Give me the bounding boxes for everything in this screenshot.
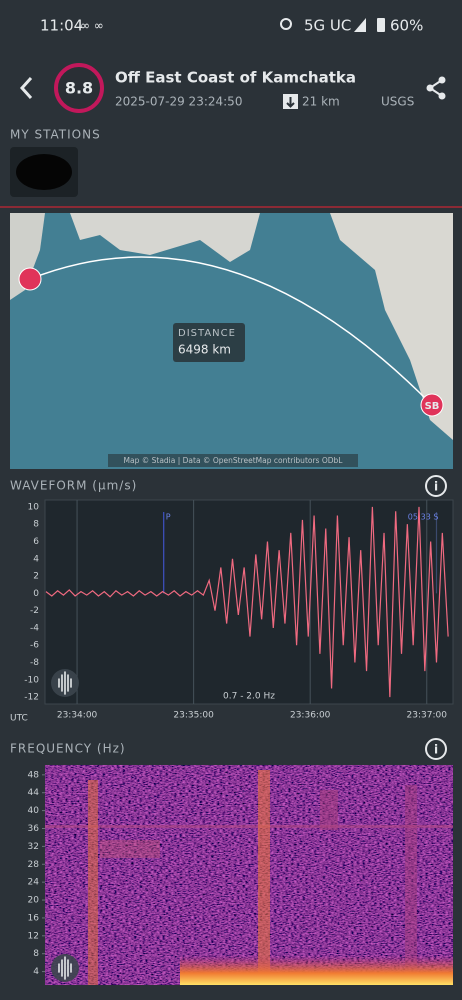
- event-datetime: 2025-07-29 23:24:50: [115, 95, 242, 109]
- signal-icon: [354, 18, 366, 32]
- stations-title: MY STATIONS: [10, 128, 101, 142]
- y-tick-label: 20: [28, 896, 40, 906]
- status-icons: ∞ ∞: [80, 19, 104, 33]
- y-tick-label: 48: [28, 770, 40, 780]
- y-tick-label: 24: [28, 878, 40, 888]
- waveform-title: WAVEFORM (μm/s): [10, 479, 137, 493]
- status-network: 5G UC: [304, 17, 351, 35]
- y-tick-label: -6: [30, 641, 39, 651]
- x-tick-label: 23:35:00: [173, 711, 214, 721]
- y-tick-label: -8: [30, 658, 39, 668]
- map-attribution: Map © Stadia | Data © OpenStreetMap cont…: [124, 456, 344, 465]
- y-tick-label: -2: [30, 606, 39, 616]
- x-tick-label: 23:37:00: [407, 711, 448, 721]
- y-tick-label: 2: [33, 572, 39, 582]
- y-tick-label: 10: [28, 502, 40, 512]
- magnitude-badge: [54, 63, 104, 113]
- distance-label: DISTANCE: [178, 328, 236, 339]
- y-tick-label: 4: [33, 967, 39, 977]
- y-tick-label: -10: [24, 675, 39, 685]
- distance-value: 6498 km: [178, 343, 231, 357]
- y-tick-label: 44: [28, 788, 40, 798]
- frequency-title: FREQUENCY (Hz): [10, 742, 126, 756]
- phase-label: 05:33 S: [408, 513, 439, 522]
- filter-label: 0.7 - 2.0 Hz: [223, 692, 275, 702]
- x-tick-label: 23:36:00: [290, 711, 331, 721]
- location-icon: [280, 18, 292, 30]
- y-tick-label: 12: [28, 931, 39, 941]
- attribution-box: [108, 454, 358, 467]
- y-tick-label: 40: [28, 806, 40, 816]
- y-tick-label: 16: [28, 913, 40, 923]
- y-tick-label: 32: [28, 842, 39, 852]
- y-tick-label: 36: [28, 824, 40, 834]
- battery-icon: [377, 18, 385, 32]
- station-image: [16, 154, 72, 190]
- spectrogram: [45, 765, 453, 985]
- y-tick-label: 4: [33, 554, 39, 564]
- filter-box: [222, 689, 276, 702]
- event-source: USGS: [381, 95, 414, 109]
- y-tick-label: 6: [33, 537, 39, 547]
- y-tick-label: -4: [30, 623, 39, 633]
- info-button[interactable]: i: [425, 475, 447, 497]
- phase-label: P: [166, 513, 171, 522]
- station-code: SB: [425, 401, 440, 412]
- svg-text:i: i: [434, 743, 438, 757]
- x-tick-label: 23:34:00: [57, 711, 98, 721]
- event-depth: 21 km: [302, 95, 340, 109]
- svg-text:i: i: [434, 480, 438, 494]
- magnitude: 8.8: [65, 79, 93, 98]
- y-tick-label: 8: [33, 949, 39, 959]
- y-tick-label: 28: [28, 860, 40, 870]
- event-title: Off East Coast of Kamchatka: [115, 69, 356, 87]
- depth-arrow: [286, 97, 295, 108]
- y-tick-label: 0: [33, 589, 39, 599]
- info-button[interactable]: i: [425, 738, 447, 760]
- waveform-line: [45, 506, 449, 698]
- y-tick-label: 8: [33, 520, 39, 530]
- y-tick-label: -12: [24, 693, 39, 703]
- share-button[interactable]: [426, 76, 446, 100]
- status-time: 11:04: [40, 17, 83, 35]
- status-battery: 60%: [390, 17, 423, 35]
- distance-box: [173, 323, 245, 362]
- back-button[interactable]: [19, 76, 33, 100]
- waveform-plot: [44, 499, 454, 705]
- timezone-label: UTC: [10, 714, 28, 724]
